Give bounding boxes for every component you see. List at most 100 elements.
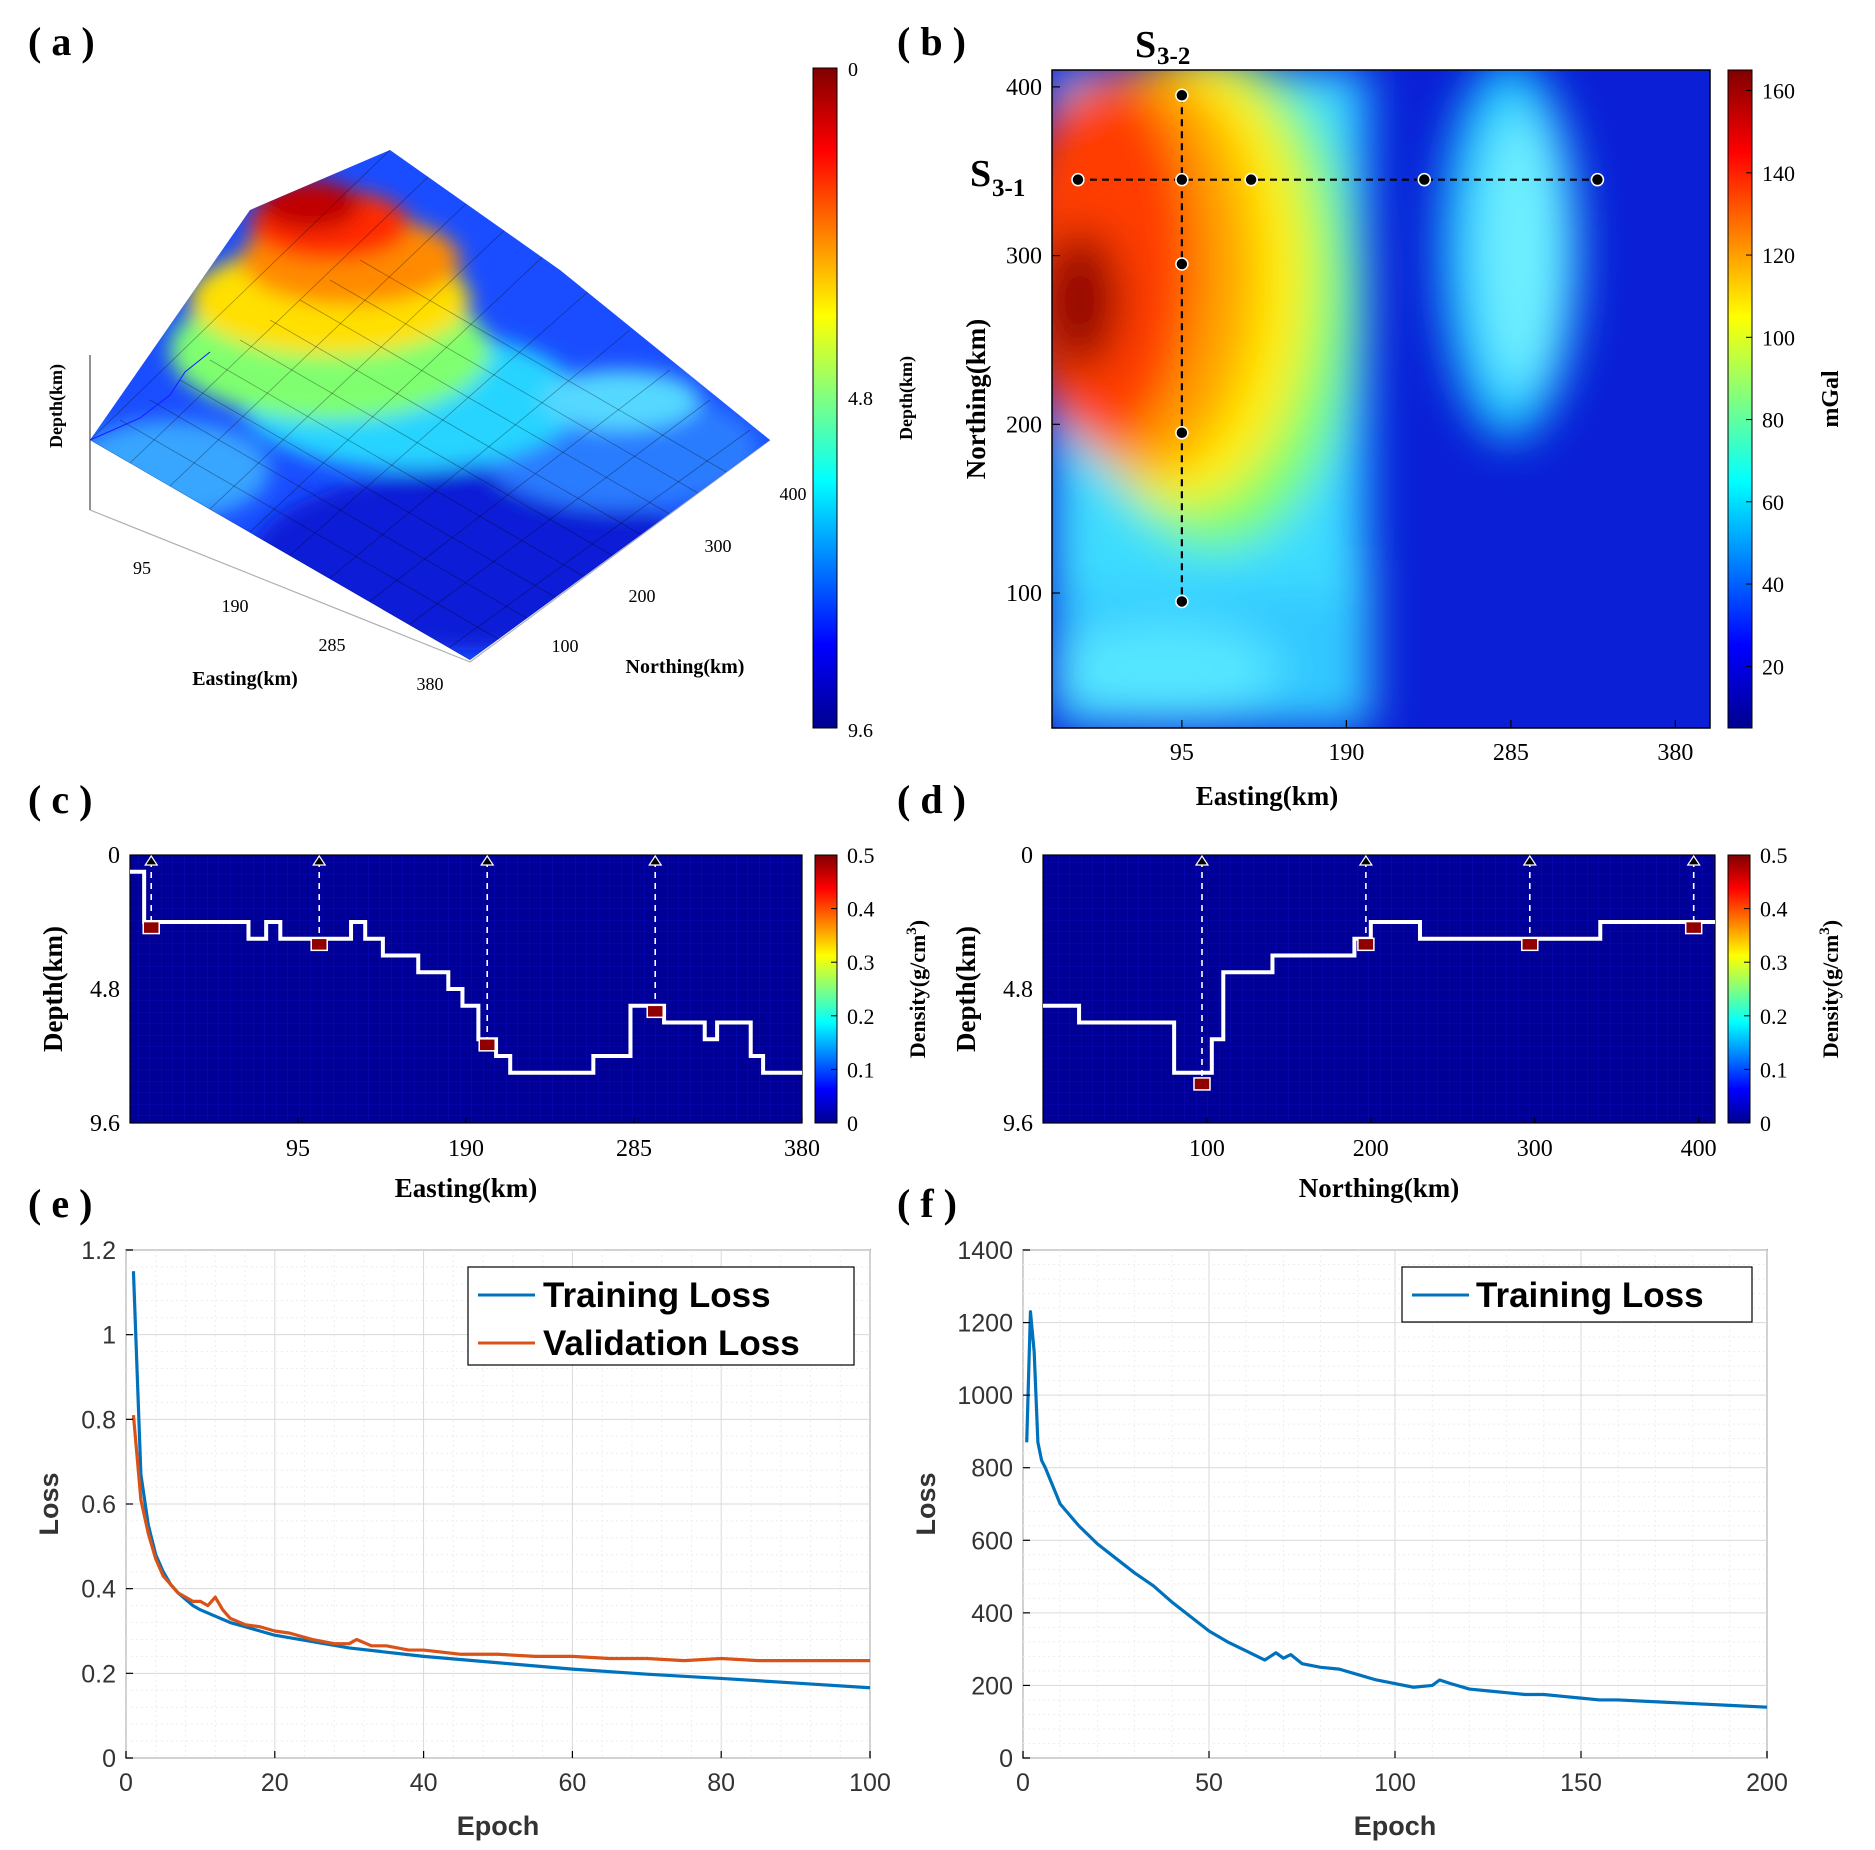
panel-c-plot	[130, 854, 802, 1075]
observation-arrow	[480, 854, 495, 866]
panel-d-ticks: 100 200 300 400 0 4.8 9.6	[1003, 843, 1717, 1162]
profile-point	[1175, 172, 1189, 187]
panel-a-cbar-tick: 9.6	[848, 720, 873, 742]
colorbar-tick-label: 0.2	[847, 1004, 875, 1029]
y-tick-label: 0.6	[81, 1491, 116, 1519]
panel-e-ylabel: Loss	[34, 1472, 64, 1535]
colorbar-tick-label: 0.4	[847, 897, 875, 922]
x-tick-label: 190	[1328, 740, 1364, 766]
series-line-validation-loss	[131, 1414, 870, 1663]
y-tick-label: 9.6	[90, 1111, 120, 1137]
panel-f-xlabel: Epoch	[1354, 1811, 1437, 1841]
x-tick-label: 200	[1353, 1136, 1389, 1162]
y-tick-label: 1.2	[81, 1237, 116, 1265]
observation-arrow	[144, 854, 159, 866]
colorbar-tick-label: 0.2	[1760, 1004, 1788, 1029]
cbar-label-main: Density(g/cm	[905, 935, 930, 1058]
legend-entry-validation: Validation Loss	[543, 1324, 800, 1363]
y-tick-label: 0.4	[81, 1576, 116, 1604]
profile-point	[1417, 172, 1432, 187]
panel-d-colorbar	[1727, 854, 1751, 1124]
panel-b-heatmap	[1052, 70, 1710, 728]
panel-a-colorbar	[812, 67, 838, 729]
y-tick-label: 0.2	[81, 1660, 116, 1688]
cbar-label-main: Density(g/cm	[1818, 935, 1843, 1058]
panel-a-y-tick: 100	[552, 636, 579, 656]
panel-b-profile-label-s3-2: S 3-2	[1135, 24, 1190, 70]
profile-point	[1175, 594, 1189, 609]
panel-a-ylabel: Northing(km)	[626, 656, 745, 678]
y-tick-label: 4.8	[1003, 977, 1033, 1003]
panel-c-xlabel: Easting(km)	[395, 1173, 538, 1203]
colorbar-tick-label: 0.1	[847, 1057, 875, 1082]
panel-d-colorbar-ticks: 0 0.1 0.2 0.3 0.4 0.5	[1744, 843, 1788, 1136]
density-anomaly-cell	[142, 920, 160, 935]
y-tick-label: 1200	[957, 1310, 1013, 1338]
colorbar-tick-label: 40	[1762, 572, 1784, 597]
panel-a-colorbar-label: Depth(km)	[896, 356, 917, 440]
panel-a-x-tick: 190	[222, 596, 249, 616]
panel-f-legend: Training Loss	[1401, 1266, 1753, 1323]
observation-arrow	[1358, 854, 1374, 866]
panel-b-profile-label-s3-1: S 3-1	[970, 153, 1025, 202]
panel-a-xlabel: Easting(km)	[192, 668, 298, 690]
colorbar-tick-label: 0.5	[1760, 843, 1788, 868]
colorbar-tick-label: 100	[1762, 325, 1795, 350]
y-tick-label: 200	[1006, 412, 1042, 438]
profile-point	[1175, 257, 1189, 271]
profile-label-sub: 3-2	[1157, 43, 1190, 70]
panel-b-profiles	[1071, 88, 1605, 609]
x-tick-label: 50	[1195, 1769, 1223, 1797]
panel-b-ticks: 95 190 285 380 100 200 300 400	[1006, 75, 1693, 766]
colorbar-tick-label: 0.3	[1760, 950, 1788, 975]
panel-label-d: ( d )	[897, 777, 966, 822]
x-tick-label: 0	[1016, 1769, 1030, 1797]
density-anomaly-cell	[1193, 1077, 1211, 1091]
x-tick-label: 95	[1170, 740, 1194, 766]
x-tick-label: 0	[119, 1769, 133, 1797]
panel-a-cbar-tick: 0	[848, 59, 858, 81]
x-tick-label: 100	[1189, 1136, 1225, 1162]
profile-point	[1071, 172, 1085, 187]
colorbar-tick-label: 0.4	[1760, 897, 1788, 922]
panel-c-colorbar-ticks: 0 0.1 0.2 0.3 0.4 0.5	[831, 843, 875, 1136]
y-tick-label: 300	[1006, 244, 1042, 270]
panel-a-y-ticks: 100 200 300 400	[552, 484, 807, 656]
x-tick-label: 80	[707, 1769, 735, 1797]
density-anomaly-cell	[1521, 937, 1539, 952]
model-boundary	[1043, 920, 1715, 1075]
density-anomaly-cell	[1684, 920, 1703, 935]
colorbar-tick-label: 80	[1762, 408, 1784, 433]
panel-d-ylabel: Depth(km)	[951, 926, 981, 1052]
panel-c-ticks: 95 190 285 380 0 4.8 9.6	[90, 843, 820, 1162]
x-tick-label: 95	[286, 1136, 310, 1162]
panel-b-colorbar-label: mGal	[1818, 370, 1844, 428]
y-tick-label: 9.6	[1003, 1111, 1033, 1137]
profile-label-main: S	[970, 153, 991, 195]
panel-a-surface	[89, 150, 771, 663]
colorbar-tick-label: 120	[1762, 243, 1795, 268]
panel-a-mesh	[90, 150, 751, 660]
panel-e-plot: 0 20 40 60 80 100 0 0.2 0.4 0.6 0.8 1 1.2	[81, 1237, 891, 1797]
x-tick-label: 100	[1374, 1769, 1416, 1797]
y-tick-label: 100	[1006, 581, 1042, 607]
panel-e-xlabel: Epoch	[457, 1811, 540, 1841]
panel-label-c: ( c )	[28, 777, 93, 822]
panel-d-xlabel: Northing(km)	[1299, 1173, 1460, 1203]
colorbar-tick-label: 20	[1762, 654, 1784, 679]
x-tick-label: 190	[448, 1136, 484, 1162]
profile-point	[1175, 425, 1189, 440]
x-tick-label: 100	[849, 1769, 891, 1797]
panel-a-surface-fill	[90, 150, 770, 660]
y-tick-label: 400	[1006, 75, 1042, 101]
y-tick-label: 800	[971, 1455, 1013, 1483]
y-tick-label: 1000	[957, 1382, 1013, 1410]
y-tick-label: 0	[108, 843, 120, 869]
colorbar-tick-label: 0.1	[1760, 1057, 1788, 1082]
observation-arrow	[312, 854, 327, 866]
panel-f-ylabel: Loss	[911, 1472, 941, 1535]
x-tick-label: 20	[261, 1769, 289, 1797]
y-tick-label: 600	[971, 1527, 1013, 1555]
panel-b-ylabel: Northing(km)	[961, 319, 991, 480]
y-tick-label: 0	[102, 1745, 116, 1773]
